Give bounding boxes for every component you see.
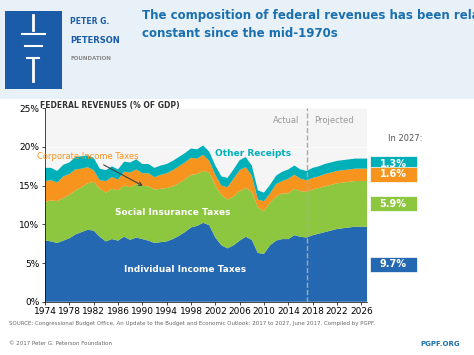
Text: Corporate Income Taxes: Corporate Income Taxes <box>37 152 142 185</box>
Text: Actual: Actual <box>273 116 299 125</box>
FancyBboxPatch shape <box>0 0 474 99</box>
Text: Social Insurance Taxes: Social Insurance Taxes <box>115 208 230 217</box>
FancyBboxPatch shape <box>5 11 62 89</box>
Text: © 2017 Peter G. Peterson Foundation: © 2017 Peter G. Peterson Foundation <box>9 341 112 346</box>
Text: 5.9%: 5.9% <box>380 199 407 209</box>
Text: SOURCE: Congressional Budget Office, An Update to the Budget and Economic Outloo: SOURCE: Congressional Budget Office, An … <box>9 321 375 326</box>
Text: In 2027:: In 2027: <box>388 134 422 143</box>
Text: Individual Income Taxes: Individual Income Taxes <box>124 265 246 274</box>
Text: 9.7%: 9.7% <box>380 259 407 269</box>
Text: FOUNDATION: FOUNDATION <box>70 56 111 61</box>
Text: FEDERAL REVENUES (% OF GDP): FEDERAL REVENUES (% OF GDP) <box>40 101 180 110</box>
Text: 1.3%: 1.3% <box>380 159 407 169</box>
Text: Projected: Projected <box>314 116 354 125</box>
Text: PETER G.: PETER G. <box>70 17 109 26</box>
Text: Other Receipts: Other Receipts <box>215 149 292 158</box>
Text: The composition of federal revenues has been relatively: The composition of federal revenues has … <box>142 9 474 22</box>
Text: PETERSON: PETERSON <box>70 36 120 45</box>
Text: 1.6%: 1.6% <box>380 169 407 179</box>
Text: constant since the mid-1970s: constant since the mid-1970s <box>142 27 338 40</box>
Text: PGPF.ORG: PGPF.ORG <box>420 341 460 347</box>
